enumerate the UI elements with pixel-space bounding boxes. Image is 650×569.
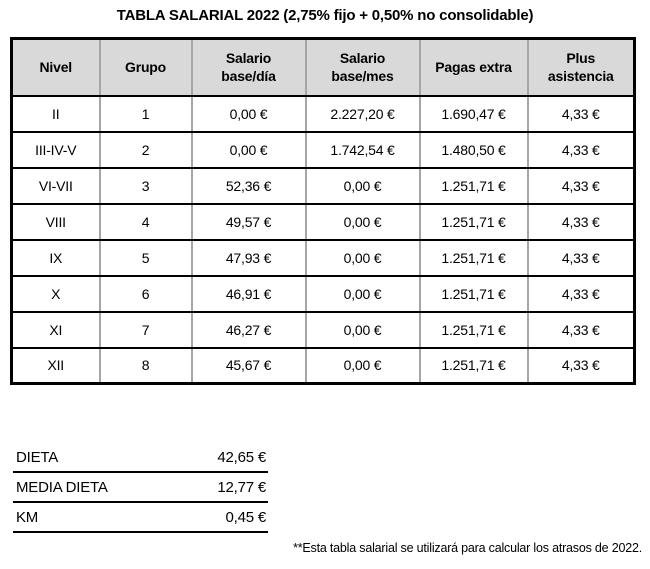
- cell: 0,00 €: [304, 274, 421, 313]
- cell: 4,33 €: [526, 166, 636, 205]
- cell: 47,93 €: [190, 238, 307, 277]
- table-row: IX 5 47,93 €0,00 €1.251,71 €4,33 €: [10, 238, 636, 277]
- cell: 6: [98, 274, 193, 313]
- cell: 4,33 €: [526, 238, 636, 277]
- cell: 2.227,20 €: [304, 94, 421, 133]
- cell: 1.251,71 €: [418, 202, 529, 241]
- table-row: III-IV-V 2 0,00 €1.742,54 €1.480,50 €4,33 …: [10, 130, 636, 169]
- allowance-value: 12,77 €: [217, 478, 266, 496]
- salary-table: Nivel Grupo Salario base/día Salario base/m…: [10, 37, 636, 385]
- allowance-row: KM 0,45 €: [13, 503, 268, 533]
- allowance-label: MEDIA DIETA: [16, 478, 108, 496]
- cell: 1.690,47 €: [418, 94, 529, 133]
- page-title: TABLA SALARIAL 2022 (2,75% fijo + 0,50% …: [116, 7, 534, 24]
- allowance-row: DIETA 42,65 €: [13, 443, 268, 473]
- column-header: Pagas extra: [418, 37, 529, 97]
- cell: 1.251,71 €: [418, 310, 529, 349]
- cell: 5: [98, 238, 193, 277]
- cell: 0,00 €: [304, 238, 421, 277]
- cell: III-IV-V: [10, 130, 101, 169]
- cell: II: [10, 94, 101, 133]
- footnote: **Esta tabla salarial se utilizará para …: [293, 541, 642, 555]
- cell: 49,57 €: [190, 202, 307, 241]
- allowance-label: DIETA: [16, 448, 59, 466]
- cell: 4,33 €: [526, 346, 636, 385]
- cell: 0,00 €: [304, 346, 421, 385]
- cell: 45,67 €: [190, 346, 307, 385]
- column-header: Salario base/día: [190, 37, 307, 97]
- cell: 46,27 €: [190, 310, 307, 349]
- cell: 1.251,71 €: [418, 274, 529, 313]
- cell: VI-VII: [10, 166, 101, 205]
- cell: XI: [10, 310, 101, 349]
- allowance-value: 42,65 €: [217, 448, 266, 466]
- cell: 1.480,50 €: [418, 130, 529, 169]
- cell: 7: [98, 310, 193, 349]
- header-row: Nivel Grupo Salario base/día Salario base/m…: [10, 37, 636, 97]
- cell: 4,33 €: [526, 130, 636, 169]
- cell: 8: [98, 346, 193, 385]
- column-header: Nivel: [10, 37, 101, 97]
- cell: 46,91 €: [190, 274, 307, 313]
- allowance-label: KM: [16, 508, 39, 526]
- cell: 52,36 €: [190, 166, 307, 205]
- table-row: XII 8 45,67 €0,00 €1.251,71 €4,33 €: [10, 346, 636, 385]
- allowance-value: 0,45 €: [225, 508, 266, 526]
- cell: 1.251,71 €: [418, 238, 529, 277]
- cell: 1.742,54 €: [304, 130, 421, 169]
- cell: VIII: [10, 202, 101, 241]
- allowance-row: MEDIA DIETA 12,77 €: [13, 473, 268, 503]
- cell: 3: [98, 166, 193, 205]
- table-row: XI 7 46,27 €0,00 €1.251,71 €4,33 €: [10, 310, 636, 349]
- column-header: Plus asistencia: [526, 37, 636, 97]
- table-row: VI-VII 3 52,36 €0,00 €1.251,71 €4,33 €: [10, 166, 636, 205]
- cell: 1.251,71 €: [418, 166, 529, 205]
- cell: 4,33 €: [526, 94, 636, 133]
- cell: 4,33 €: [526, 202, 636, 241]
- cell: 0,00 €: [304, 166, 421, 205]
- table-row: X 6 46,91 €0,00 €1.251,71 €4,33 €: [10, 274, 636, 313]
- table-row: VIII 4 49,57 €0,00 €1.251,71 €4,33 €: [10, 202, 636, 241]
- column-header: Grupo: [98, 37, 193, 97]
- cell: X: [10, 274, 101, 313]
- cell: 1: [98, 94, 193, 133]
- cell: 1.251,71 €: [418, 346, 529, 385]
- cell: 4,33 €: [526, 274, 636, 313]
- cell: 0,00 €: [190, 94, 307, 133]
- cell: 4: [98, 202, 193, 241]
- cell: 0,00 €: [190, 130, 307, 169]
- allowances-table: DIETA 42,65 € MEDIA DIETA 12,77 € KM 0,45 €: [13, 443, 268, 533]
- table-row: II 1 0,00 €2.227,20 €1.690,47 €4,33 €: [10, 94, 636, 133]
- cell: 4,33 €: [526, 310, 636, 349]
- cell: IX: [10, 238, 101, 277]
- cell: 2: [98, 130, 193, 169]
- cell: XII: [10, 346, 101, 385]
- cell: 0,00 €: [304, 202, 421, 241]
- column-header: Salario base/mes: [304, 37, 421, 97]
- cell: 0,00 €: [304, 310, 421, 349]
